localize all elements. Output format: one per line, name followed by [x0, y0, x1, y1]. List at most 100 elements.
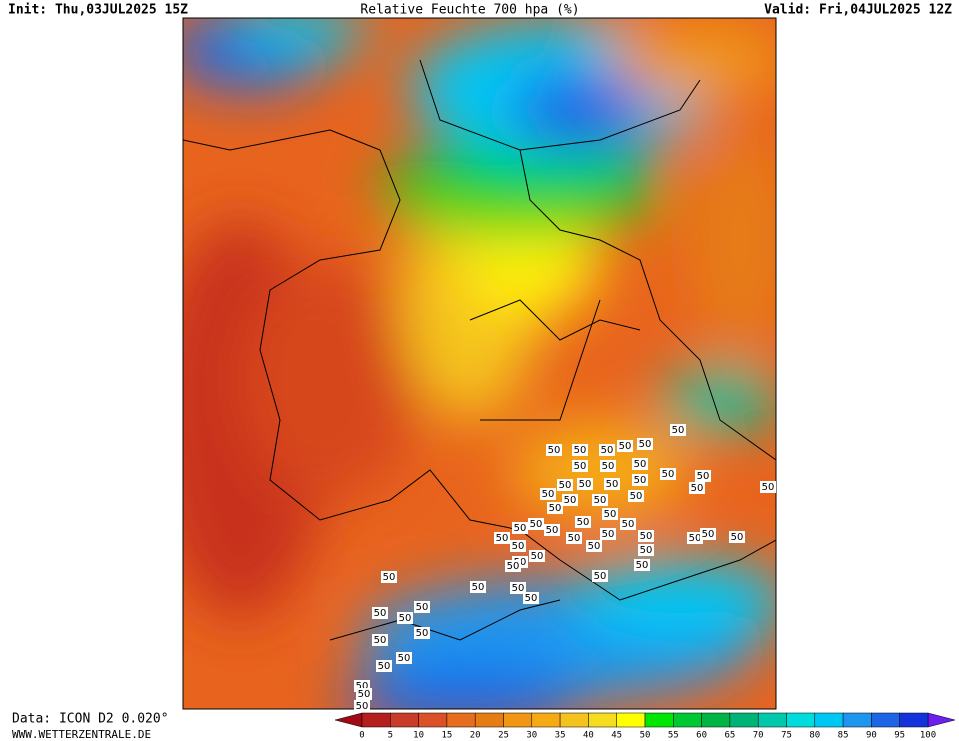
data-source: Data: ICON D2 0.020°: [12, 712, 169, 727]
contour-label: 50: [762, 482, 775, 493]
contour-label: 50: [507, 561, 520, 572]
contour-label-bg: [600, 460, 616, 472]
contour-label: 50: [630, 491, 643, 502]
contour-label: 50: [574, 445, 587, 456]
colorbar-segment: [531, 712, 561, 728]
contour-label-bg: [512, 522, 528, 534]
contour-label-bg: [544, 524, 560, 536]
valid-time: Valid: Fri,04JUL2025 12Z: [764, 3, 952, 18]
contour-label-bg: [510, 540, 526, 552]
contour-label-bg: [372, 634, 388, 646]
colorbar-tick-label: 60: [696, 731, 707, 741]
colorbar-over: [927, 712, 956, 728]
contour-label: 50: [383, 572, 396, 583]
contour-label-bg: [546, 444, 562, 456]
contour-label: 50: [512, 583, 525, 594]
contour-label: 50: [531, 551, 544, 562]
contour-label-bg: [670, 424, 686, 436]
contour-label: 50: [689, 533, 702, 544]
contour-label: 50: [634, 459, 647, 470]
contour-label-bg: [687, 532, 703, 544]
contour-label-bg: [634, 559, 650, 571]
contour-label-bg: [494, 532, 510, 544]
contour-label-bg: [572, 460, 588, 472]
colorbar-tick-label: 100: [920, 731, 936, 741]
colorbar-tick-label: 30: [526, 731, 537, 741]
contour-label-bg: [528, 518, 544, 530]
contour-label-bg: [638, 544, 654, 556]
contour-label: 50: [525, 593, 538, 604]
contour-label: 50: [702, 529, 715, 540]
contour-label: 50: [731, 532, 744, 543]
colorbar-tick-label: 80: [809, 731, 820, 741]
contour-label-bg: [354, 700, 370, 712]
contour-label-bg: [660, 468, 676, 480]
contour-label: 50: [496, 533, 509, 544]
colorbar-tick-label: 5: [388, 731, 393, 741]
contour-label: 50: [604, 509, 617, 520]
contour-label-bg: [604, 478, 620, 490]
contour-label-bg: [592, 570, 608, 582]
contour-label: 50: [672, 425, 685, 436]
contour-label: 50: [697, 471, 710, 482]
colorbar-segment: [503, 712, 533, 728]
contour-label: 50: [594, 495, 607, 506]
colorbar-segment: [673, 712, 702, 728]
humidity-field: [183, 18, 776, 709]
contour-label: 50: [602, 529, 615, 540]
contour-label-bg: [600, 528, 616, 540]
contour-label: 50: [374, 635, 387, 646]
colorbar-tick-label: 90: [866, 731, 877, 741]
contour-label: 50: [542, 489, 555, 500]
map-title: Relative Feuchte 700 hpa (%): [360, 3, 579, 18]
contour-label: 50: [622, 519, 635, 530]
init-time: Init: Thu,03JUL2025 15Z: [8, 3, 188, 18]
contour-label-bg: [397, 612, 413, 624]
colorbar-tick-label: 40: [583, 731, 594, 741]
contour-label: 50: [356, 701, 369, 712]
contour-label: 50: [378, 661, 391, 672]
contour-label-bg: [617, 440, 633, 452]
contour-label: 50: [574, 461, 587, 472]
contour-label: 50: [634, 475, 647, 486]
contour-label-bg: [566, 532, 582, 544]
colorbar-tick-label: 50: [640, 731, 651, 741]
contour-label: 50: [594, 571, 607, 582]
contour-label-bg: [637, 438, 653, 450]
colorbar-tick-label: 10: [413, 731, 424, 741]
contour-label-bg: [470, 581, 486, 593]
colorbar-tick-label: 85: [838, 731, 849, 741]
contour-label-bg: [602, 508, 618, 520]
colorbar-segment: [871, 712, 900, 728]
colorbar-segment: [390, 712, 419, 728]
colorbar-tick-label: 0: [359, 731, 364, 741]
contour-label-bg: [572, 444, 588, 456]
contour-label: 50: [530, 519, 543, 530]
colorbar-tick-label: 45: [611, 731, 622, 741]
colorbar-segment: [644, 712, 674, 728]
contour-label-bg: [372, 607, 388, 619]
colorbar-segment: [418, 712, 448, 728]
contour-label: 50: [639, 439, 652, 450]
contour-label-bg: [557, 479, 573, 491]
colorbar-tick-label: 35: [555, 731, 566, 741]
contour-label-bg: [505, 560, 521, 572]
contour-label-bg: [540, 488, 556, 500]
colorbar-tick-label: 55: [668, 731, 679, 741]
contour-label-bg: [632, 474, 648, 486]
contour-label: 50: [399, 613, 412, 624]
contour-label: 50: [416, 602, 429, 613]
contour-label: 50: [606, 479, 619, 490]
contour-label: 50: [588, 541, 601, 552]
contour-label-bg: [381, 571, 397, 583]
contour-label-bg: [695, 470, 711, 482]
contour-label: 50: [549, 503, 562, 514]
contour-label-bg: [523, 592, 539, 604]
colorbar-segment: [616, 712, 646, 728]
contour-label-bg: [577, 478, 593, 490]
map-frame: [182, 17, 777, 710]
contour-label-bg: [638, 530, 654, 542]
colorbar-tick-label: 25: [498, 731, 509, 741]
